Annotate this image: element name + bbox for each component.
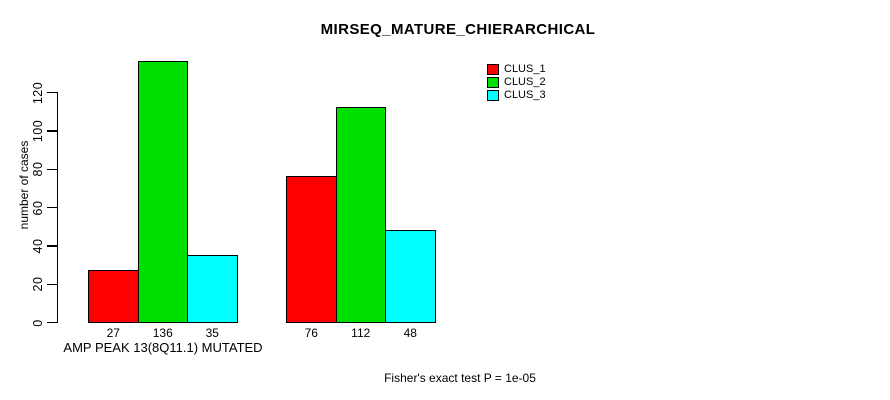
legend-item-clus_3: CLUS_3 bbox=[487, 89, 546, 102]
y-tick-label-60: 60 bbox=[31, 200, 45, 215]
bar-clus_1-group-1 bbox=[88, 270, 139, 323]
y-axis-line bbox=[57, 92, 59, 323]
y-tick-label-20: 20 bbox=[31, 276, 45, 292]
bar-value-label-clus_3-group-2: 48 bbox=[403, 326, 417, 340]
x-axis-group-label: AMP PEAK 13(8Q11.1) MUTATED bbox=[63, 340, 263, 355]
bar-clus_2-group-1 bbox=[137, 61, 188, 323]
bar-clus_3-group-2 bbox=[385, 230, 436, 323]
y-tick-label-100: 100 bbox=[31, 119, 45, 143]
bar-clus_1-group-2 bbox=[286, 176, 337, 323]
legend-label: CLUS_3 bbox=[504, 89, 546, 101]
y-tick-60 bbox=[47, 207, 57, 209]
bar-clus_2-group-2 bbox=[335, 107, 386, 323]
y-tick-20 bbox=[47, 283, 57, 285]
bar-value-label-clus_3-group-1: 35 bbox=[205, 326, 219, 340]
bar-clus_3-group-1 bbox=[187, 254, 238, 323]
legend-item-clus_1: CLUS_1 bbox=[487, 63, 546, 76]
legend-swatch-icon bbox=[487, 77, 499, 88]
y-tick-label-0: 0 bbox=[31, 318, 45, 327]
y-tick-80 bbox=[47, 168, 57, 170]
y-tick-120 bbox=[47, 92, 57, 94]
legend-label: CLUS_1 bbox=[504, 63, 546, 75]
legend-swatch-icon bbox=[487, 64, 499, 75]
y-tick-label-80: 80 bbox=[31, 161, 45, 177]
y-tick-label-120: 120 bbox=[31, 81, 45, 104]
bar-value-label-clus_2-group-2: 112 bbox=[351, 326, 371, 340]
legend: CLUS_1 CLUS_2 CLUS_3 bbox=[487, 63, 546, 102]
y-tick-40 bbox=[47, 245, 57, 247]
bar-value-label-clus_1-group-1: 27 bbox=[106, 326, 120, 340]
chart-title: MIRSEQ_MATURE_CHIERARCHICAL bbox=[320, 21, 596, 38]
legend-swatch-icon bbox=[487, 90, 499, 101]
legend-item-clus_2: CLUS_2 bbox=[487, 76, 546, 89]
y-tick-label-40: 40 bbox=[31, 238, 45, 254]
legend-label: CLUS_2 bbox=[504, 76, 546, 88]
y-tick-100 bbox=[47, 130, 57, 132]
bar-value-label-clus_2-group-1: 136 bbox=[152, 326, 173, 340]
stat-annotation: Fisher's exact test P = 1e-05 bbox=[384, 371, 536, 385]
y-tick-0 bbox=[47, 322, 57, 324]
bar-value-label-clus_1-group-2: 76 bbox=[304, 326, 318, 340]
